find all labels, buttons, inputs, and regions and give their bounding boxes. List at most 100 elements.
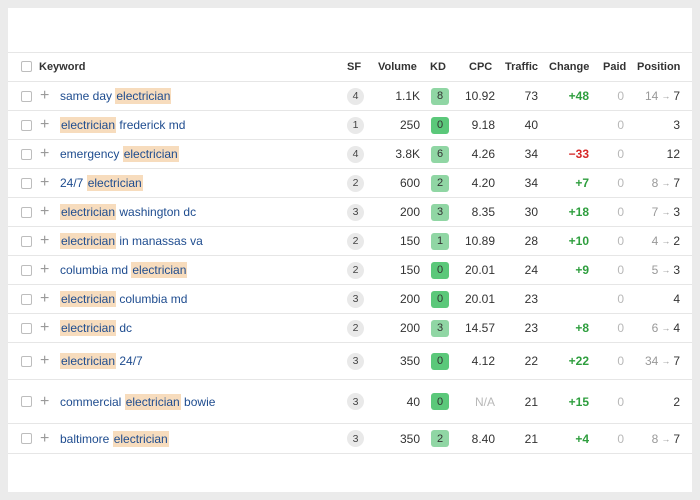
cpc-cell: 20.01 xyxy=(464,263,495,277)
position-cell: 8 → 7 xyxy=(628,169,680,197)
traffic-cell: 40 xyxy=(524,118,538,132)
sf-badge[interactable]: 2 xyxy=(347,261,364,279)
table-row: +24/7 electrician 2 600 2 4.20 34 +7 0 8 → 7 xyxy=(8,169,692,198)
row-checkbox[interactable] xyxy=(21,424,32,453)
sf-badge[interactable]: 3 xyxy=(347,393,364,410)
keyword-link[interactable]: electrician columbia md xyxy=(60,285,187,313)
sf-badge[interactable]: 3 xyxy=(347,430,364,447)
plus-icon[interactable]: + xyxy=(40,429,50,447)
col-kd[interactable]: KD xyxy=(430,61,446,73)
paid-cell: 0 xyxy=(617,118,624,132)
plus-icon[interactable]: + xyxy=(40,261,50,278)
col-position[interactable]: Position xyxy=(637,61,681,73)
col-sf[interactable]: SF xyxy=(347,61,362,73)
paid-cell: 0 xyxy=(617,394,624,409)
row-checkbox[interactable] xyxy=(21,314,32,342)
sf-badge[interactable]: 3 xyxy=(347,203,364,221)
col-volume[interactable]: Volume xyxy=(378,61,417,73)
change-cell xyxy=(556,111,589,139)
keyword-link[interactable]: electrician frederick md xyxy=(60,111,185,139)
sf-badge[interactable]: 3 xyxy=(347,290,364,308)
kd-cell: 0 xyxy=(431,256,449,284)
sf-badge[interactable]: 1 xyxy=(347,116,364,134)
row-checkbox[interactable] xyxy=(21,198,32,226)
row-checkbox[interactable] xyxy=(21,380,32,423)
sf-cell[interactable]: 4 xyxy=(347,140,364,168)
keyword-text: emergency xyxy=(60,147,123,161)
position-cell: 4 xyxy=(628,285,680,313)
keyword-link[interactable]: electrician dc xyxy=(60,314,132,342)
col-keyword[interactable]: Keyword xyxy=(39,61,86,73)
plus-icon[interactable]: + xyxy=(40,290,50,307)
kd-cell: 6 xyxy=(431,140,449,168)
sf-cell[interactable]: 2 xyxy=(347,227,364,255)
keyword-link[interactable]: electrician 24/7 xyxy=(60,343,143,379)
sf-cell[interactable]: 3 xyxy=(347,380,364,423)
volume-cell: 600 xyxy=(399,176,420,190)
col-paid[interactable]: Paid xyxy=(603,61,627,73)
keyword-link[interactable]: emergency electrician xyxy=(60,140,179,168)
keyword-link[interactable]: electrician washington dc xyxy=(60,198,196,226)
sf-cell[interactable]: 3 xyxy=(347,424,364,453)
sf-badge[interactable]: 2 xyxy=(347,319,364,337)
row-checkbox[interactable] xyxy=(21,82,32,110)
plus-icon[interactable]: + xyxy=(40,145,50,162)
change-cell: −33 xyxy=(568,147,589,161)
row-checkbox[interactable] xyxy=(21,256,32,284)
col-cpc[interactable]: CPC xyxy=(469,61,493,73)
row-checkbox[interactable] xyxy=(21,343,32,379)
plus-icon[interactable]: + xyxy=(40,87,50,104)
sf-cell[interactable]: 2 xyxy=(347,169,364,197)
sf-cell[interactable]: 3 xyxy=(347,343,364,379)
volume-cell: 1.1K xyxy=(395,89,420,103)
col-traffic[interactable]: Traffic xyxy=(505,61,539,73)
keyword-link[interactable]: columbia md electrician xyxy=(60,256,188,284)
col-change[interactable]: Change xyxy=(549,61,590,73)
sf-badge[interactable]: 2 xyxy=(347,174,364,192)
keyword-text: same day xyxy=(60,89,116,103)
position-cell: 7 → 3 xyxy=(628,198,680,226)
keyword-link[interactable]: commercial electrician bowie xyxy=(60,380,215,423)
sf-cell[interactable]: 3 xyxy=(347,198,364,226)
kd-cell: 8 xyxy=(431,82,449,110)
row-checkbox[interactable] xyxy=(21,285,32,313)
sf-badge[interactable]: 3 xyxy=(347,352,364,370)
kd-cell: 0 xyxy=(431,285,449,313)
row-checkbox[interactable] xyxy=(21,169,32,197)
keyword-text: baltimore xyxy=(60,431,113,446)
keyword-highlight: electrician xyxy=(124,393,181,410)
plus-icon[interactable]: + xyxy=(40,392,50,410)
keyword-text: bowie xyxy=(180,394,216,409)
sf-cell[interactable]: 4 xyxy=(347,82,364,110)
row-checkbox[interactable] xyxy=(21,111,32,139)
keyword-highlight: electrician xyxy=(115,88,172,104)
arrow-right-icon: → xyxy=(661,323,671,333)
sf-cell[interactable]: 2 xyxy=(347,314,364,342)
keyword-link[interactable]: 24/7 electrician xyxy=(60,169,143,197)
plus-icon[interactable]: + xyxy=(40,319,50,336)
plus-icon[interactable]: + xyxy=(40,232,50,249)
sf-badge[interactable]: 4 xyxy=(347,87,364,105)
position-prev: 8 xyxy=(651,431,659,446)
plus-icon[interactable]: + xyxy=(40,352,50,369)
keyword-link[interactable]: electrician in manassas va xyxy=(60,227,203,255)
keyword-text: 24/7 xyxy=(116,354,143,368)
select-all-checkbox[interactable] xyxy=(21,61,32,73)
keyword-link[interactable]: baltimore electrician xyxy=(60,424,169,453)
plus-icon[interactable]: + xyxy=(40,174,50,191)
traffic-cell: 23 xyxy=(524,292,538,306)
plus-icon[interactable]: + xyxy=(40,116,50,133)
row-checkbox[interactable] xyxy=(21,227,32,255)
sf-cell[interactable]: 3 xyxy=(347,285,364,313)
cpc-cell: 4.12 xyxy=(471,354,495,368)
keyword-link[interactable]: same day electrician xyxy=(60,82,172,110)
row-checkbox[interactable] xyxy=(21,140,32,168)
cpc-cell: 4.26 xyxy=(471,147,495,161)
sf-cell[interactable]: 2 xyxy=(347,256,364,284)
sf-badge[interactable]: 4 xyxy=(347,145,364,163)
sf-cell[interactable]: 1 xyxy=(347,111,364,139)
sf-badge[interactable]: 2 xyxy=(347,232,364,250)
keyword-highlight: electrician xyxy=(60,291,117,307)
plus-icon[interactable]: + xyxy=(40,203,50,220)
keyword-highlight: electrician xyxy=(112,430,169,447)
